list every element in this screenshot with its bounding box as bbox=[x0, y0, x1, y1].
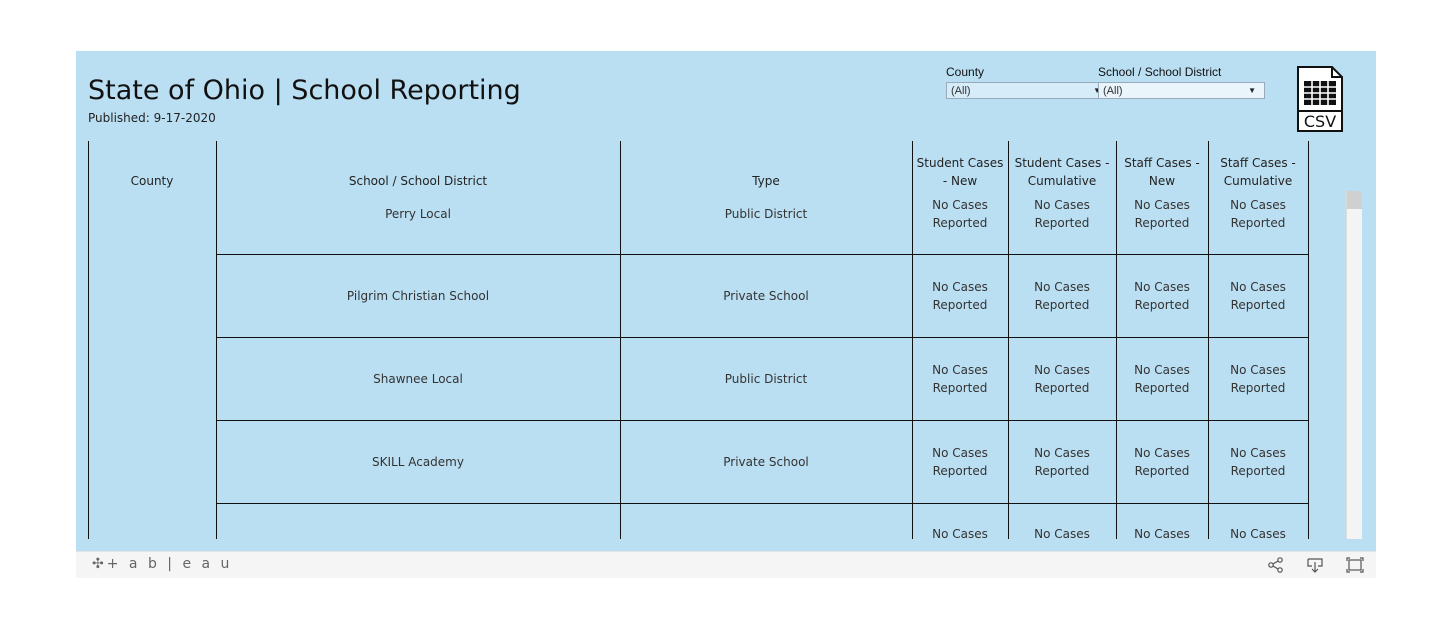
county-select-value: (All) bbox=[951, 85, 971, 97]
student-cumulative-cell[interactable]: No Cases Reported bbox=[1008, 189, 1116, 239]
reported-label: Reported bbox=[1230, 297, 1286, 312]
published-date: Published: 9-17-2020 bbox=[88, 111, 216, 125]
no-cases-label: No Cases bbox=[1034, 445, 1090, 460]
reported-label: Reported bbox=[932, 463, 988, 478]
type-cell[interactable]: Public District bbox=[724, 371, 808, 386]
no-cases-label: No Cases bbox=[1230, 362, 1286, 377]
reported-label: Reported bbox=[932, 380, 988, 395]
reported-label: Reported bbox=[932, 297, 988, 312]
student-new-cell[interactable]: No Cases Reported bbox=[912, 420, 1008, 503]
staff-new-cell[interactable]: No Cases Reported bbox=[1116, 420, 1208, 503]
no-cases-label: No Cases bbox=[1230, 198, 1286, 212]
county-filter: County (All) ▼ bbox=[946, 65, 1110, 99]
student-cumulative-cell[interactable]: No Cases Reported bbox=[1008, 254, 1116, 337]
reported-label: Reported bbox=[1230, 216, 1286, 230]
download-icon[interactable] bbox=[1306, 556, 1324, 574]
csv-file-icon[interactable]: CSV bbox=[1296, 65, 1344, 133]
staff-cumulative-cell[interactable]: No Cases Reported bbox=[1208, 420, 1308, 503]
type-cell[interactable]: Private School bbox=[723, 288, 809, 303]
col-header-staff-cumulative[interactable]: Staff Cases - Cumulative bbox=[1220, 156, 1296, 188]
chevron-down-icon: ▼ bbox=[1093, 86, 1101, 95]
share-icon[interactable] bbox=[1267, 556, 1285, 574]
school-table: County School / School District Type Stu… bbox=[88, 141, 1309, 539]
student-cumulative-cell[interactable]: No Cases Reported bbox=[1008, 337, 1116, 420]
col-header-student-new[interactable]: Student Cases - New bbox=[916, 156, 1004, 188]
reported-label: Reported bbox=[1134, 216, 1190, 230]
school-cell[interactable]: Pilgrim Christian School bbox=[346, 288, 490, 303]
reported-label: Reported bbox=[1134, 463, 1190, 478]
tableau-logo-text: + a b | e a u bbox=[106, 556, 233, 572]
no-cases-label: No Cases bbox=[932, 279, 988, 294]
no-cases-label: No Cases bbox=[1230, 445, 1286, 460]
county-select[interactable]: (All) ▼ bbox=[946, 82, 1110, 99]
tableau-logo[interactable]: ✣+ a b | e a u bbox=[92, 556, 232, 572]
staff-new-cell[interactable]: No Cases Reported bbox=[1116, 254, 1208, 337]
reported-label: Reported bbox=[1230, 380, 1286, 395]
reported-label: Reported bbox=[932, 216, 988, 230]
staff-new-cell[interactable]: No Cases Reported bbox=[1116, 337, 1208, 420]
reported-label: Reported bbox=[1034, 380, 1090, 395]
reported-label: Reported bbox=[1134, 380, 1190, 395]
no-cases-label: No Cases bbox=[1230, 527, 1286, 539]
tableau-logo-mark-icon: ✣ bbox=[92, 556, 107, 572]
no-cases-label: No Cases bbox=[932, 527, 988, 539]
col-header-student-cumulative[interactable]: Student Cases - Cumulative bbox=[1014, 156, 1110, 188]
staff-cumulative-cell[interactable]: No Cases Reported bbox=[1208, 337, 1308, 420]
reported-label: Reported bbox=[1034, 463, 1090, 478]
school-filter: School / School District (All) ▼ bbox=[1098, 65, 1265, 99]
no-cases-label: No Cases bbox=[1034, 527, 1090, 539]
no-cases-label: No Cases bbox=[1034, 362, 1090, 377]
student-new-cell[interactable]: No Cases Reported bbox=[912, 337, 1008, 420]
school-cell[interactable] bbox=[216, 503, 620, 539]
csv-label: CSV bbox=[1304, 112, 1336, 131]
school-cell[interactable]: Perry Local bbox=[385, 207, 451, 221]
reported-label: Reported bbox=[1230, 463, 1286, 478]
type-cell[interactable]: Public District bbox=[724, 207, 808, 221]
chevron-down-icon: ▼ bbox=[1248, 86, 1256, 95]
col-header-type[interactable]: Type bbox=[752, 174, 780, 188]
no-cases-label: No Cases bbox=[932, 362, 988, 377]
reported-label: Reported bbox=[1034, 297, 1090, 312]
staff-cumulative-cell[interactable]: No Cases Reported bbox=[1208, 189, 1308, 239]
no-cases-label: No Cases bbox=[932, 445, 988, 460]
school-select[interactable]: (All) ▼ bbox=[1098, 82, 1265, 99]
no-cases-label: No Cases bbox=[1230, 279, 1286, 294]
no-cases-label: No Cases bbox=[1134, 362, 1190, 377]
county-filter-label: County bbox=[946, 65, 985, 79]
scrollbar-thumb[interactable] bbox=[1347, 191, 1362, 209]
col-header-county[interactable]: County bbox=[130, 174, 174, 188]
col-header-school[interactable]: School / School District bbox=[348, 174, 488, 188]
student-new-cell[interactable]: No Cases Reported bbox=[912, 254, 1008, 337]
student-cumulative-cell[interactable]: No Cases Reported bbox=[1008, 420, 1116, 503]
tableau-toolbar: ✣+ a b | e a u bbox=[76, 551, 1376, 578]
reported-label: Reported bbox=[1134, 297, 1190, 312]
no-cases-label: No Cases bbox=[1034, 198, 1090, 212]
no-cases-label: No Cases bbox=[1134, 445, 1190, 460]
no-cases-label: No Cases bbox=[1034, 279, 1090, 294]
col-header-staff-new[interactable]: Staff Cases - New bbox=[1124, 156, 1200, 188]
reported-label: Reported bbox=[1034, 216, 1090, 230]
table-scrollbar[interactable] bbox=[1346, 191, 1362, 539]
staff-cumulative-cell[interactable]: No Cases Reported bbox=[1208, 254, 1308, 337]
type-cell[interactable] bbox=[620, 503, 912, 539]
type-cell[interactable]: Private School bbox=[723, 454, 809, 469]
no-cases-label: No Cases bbox=[1134, 527, 1190, 539]
staff-new-cell[interactable]: No Cases Reported bbox=[1116, 189, 1208, 239]
school-filter-label: School / School District bbox=[1098, 65, 1222, 79]
school-cell[interactable]: Shawnee Local bbox=[373, 371, 463, 386]
dashboard: State of Ohio | School Reporting Publish… bbox=[76, 51, 1376, 551]
no-cases-label: No Cases bbox=[1134, 198, 1190, 212]
school-select-value: (All) bbox=[1103, 85, 1123, 97]
fullscreen-icon[interactable] bbox=[1346, 556, 1364, 574]
no-cases-label: No Cases bbox=[1134, 279, 1190, 294]
school-cell[interactable]: SKILL Academy bbox=[372, 454, 464, 469]
student-new-cell[interactable]: No Cases Reported bbox=[912, 189, 1008, 239]
page-title: State of Ohio | School Reporting bbox=[88, 75, 521, 106]
no-cases-label: No Cases bbox=[932, 198, 988, 212]
